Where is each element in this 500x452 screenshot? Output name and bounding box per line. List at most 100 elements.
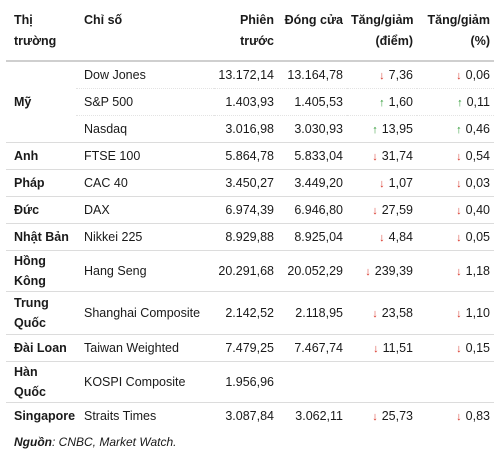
arrow-down-icon: ↓ <box>372 308 378 320</box>
header-prev-session-line2: trước <box>240 34 274 48</box>
previous-session-cell: 1.403,93 <box>214 88 278 116</box>
change-percent-cell-value: 0,54 <box>465 149 490 163</box>
change-percent-cell: ↓ 0,06 <box>417 60 494 89</box>
change-points-cell-value: 1,60 <box>388 95 413 109</box>
change-percent-cell: ↑ 0,46 <box>417 115 494 143</box>
close-cell: 20.052,29 <box>278 250 347 292</box>
header-change-percent: Tăng/giảm (%) <box>417 2 494 62</box>
change-percent-cell-value: 0,46 <box>465 122 490 136</box>
index-name-cell: Hang Seng <box>76 250 214 292</box>
arrow-down-icon: ↓ <box>456 266 462 278</box>
previous-session-cell: 1.956,96 <box>214 361 278 403</box>
change-points-cell: ↓ 1,07 <box>347 169 417 197</box>
change-points-cell: ↓ 27,59 <box>347 196 417 224</box>
change-percent-cell-value: 0,40 <box>465 203 490 217</box>
index-name-cell: S&P 500 <box>76 88 214 116</box>
change-points-cell-value: 27,59 <box>381 203 413 217</box>
country-cell: Pháp <box>6 169 76 197</box>
close-cell: 13.164,78 <box>278 60 347 89</box>
previous-session-cell: 3.016,98 <box>214 115 278 143</box>
table-row: Anh FTSE 100 5.864,78 5.833,04 ↓ 31,74 ↓ 0,54 <box>6 142 494 170</box>
previous-session-cell: 3.450,27 <box>214 169 278 197</box>
close-cell: 3.030,93 <box>278 115 347 143</box>
change-points-cell: ↓ 7,36 <box>347 60 417 89</box>
change-percent-cell-value: 0,15 <box>465 341 490 355</box>
change-percent-cell-value: 0,11 <box>466 95 490 109</box>
arrow-down-icon: ↓ <box>379 232 385 244</box>
index-name-cell: Dow Jones <box>76 60 214 89</box>
table-row: Nhật Bản Nikkei 225 8.929,88 8.925,04 ↓ 4,84 ↓… <box>6 223 494 251</box>
country-cell: Hồng Kông <box>6 250 76 292</box>
market-index-table: Thị trường Chỉ số Phiên trước Đóng cửa T… <box>6 2 494 429</box>
change-percent-cell: ↓ 0,83 <box>417 402 494 429</box>
arrow-down-icon: ↓ <box>456 151 462 163</box>
table-row: Nasdaq 3.016,98 3.030,93 ↑ 13,95 ↑ 0,46 <box>6 115 494 143</box>
country-cell: Mỹ <box>6 60 76 143</box>
change-points-cell-value: 25,73 <box>381 409 413 423</box>
previous-session-cell: 8.929,88 <box>214 223 278 251</box>
country-cell: Nhật Bản <box>6 223 76 251</box>
header-change-points: Tăng/giảm (điểm) <box>347 2 417 62</box>
country-cell: Anh <box>6 142 76 170</box>
table-row: Đức DAX 6.974,39 6.946,80 ↓ 27,59 ↓ 0,40 <box>6 196 494 224</box>
change-points-cell-value: 7,36 <box>388 68 413 82</box>
previous-session-cell: 7.479,25 <box>214 334 278 362</box>
arrow-up-icon: ↑ <box>457 97 463 109</box>
close-cell: 3.449,20 <box>278 169 347 197</box>
country-cell: Hàn Quốc <box>6 361 76 403</box>
country-cell: Đài Loan <box>6 334 76 362</box>
table-row: Pháp CAC 40 3.450,27 3.449,20 ↓ 1,07 ↓ 0,03 <box>6 169 494 197</box>
change-points-cell-value: 239,39 <box>374 264 413 278</box>
close-cell: 7.467,74 <box>278 334 347 362</box>
table-header: Thị trường Chỉ số Phiên trước Đóng cửa T… <box>6 2 494 62</box>
arrow-down-icon: ↓ <box>373 343 379 355</box>
table-row: Hồng Kông Hang Seng 20.291,68 20.052,29 ↓ 239… <box>6 250 494 292</box>
source-note: Nguồn: CNBC, Market Watch. <box>6 435 496 449</box>
arrow-down-icon: ↓ <box>456 232 462 244</box>
header-prev-session: Phiên trước <box>214 2 278 62</box>
source-label: Nguồn <box>14 435 52 449</box>
arrow-up-icon: ↑ <box>456 124 462 136</box>
change-points-cell-value: 4,84 <box>388 230 413 244</box>
index-name-cell: CAC 40 <box>76 169 214 197</box>
arrow-down-icon: ↓ <box>372 151 378 163</box>
table-row: Singapore Straits Times 3.087,84 3.062,11 ↓ 2… <box>6 402 494 429</box>
change-percent-cell: ↓ 0,03 <box>417 169 494 197</box>
change-percent-cell: ↓ 1,18 <box>417 250 494 292</box>
change-percent-cell <box>417 361 494 403</box>
change-percent-cell-value: 1,18 <box>465 264 490 278</box>
arrow-down-icon: ↓ <box>456 70 462 82</box>
previous-session-cell: 2.142,52 <box>214 291 278 335</box>
arrow-down-icon: ↓ <box>456 343 462 355</box>
change-percent-cell: ↓ 0,05 <box>417 223 494 251</box>
close-cell: 3.062,11 <box>278 402 347 429</box>
change-points-cell-value: 13,95 <box>381 122 413 136</box>
change-percent-cell-value: 0,05 <box>465 230 490 244</box>
index-name-cell: Nikkei 225 <box>76 223 214 251</box>
change-points-cell-value: 31,74 <box>381 149 413 163</box>
header-change-percent-line1: Tăng/giảm <box>427 13 490 27</box>
change-points-cell-value: 1,07 <box>388 176 413 190</box>
arrow-up-icon: ↑ <box>379 97 385 109</box>
table-row: Mỹ Dow Jones 13.172,14 13.164,78 ↓ 7,36 ↓ 0,06 <box>6 60 494 143</box>
change-percent-cell: ↓ 0,54 <box>417 142 494 170</box>
change-percent-cell-value: 0,03 <box>465 176 490 190</box>
country-cell: Singapore <box>6 402 76 429</box>
change-points-cell-value: 23,58 <box>381 306 413 320</box>
header-change-percent-line2: (%) <box>470 34 490 48</box>
table-row: S&P 500 1.403,93 1.405,53 ↑ 1,60 ↑ 0,11 <box>6 88 494 116</box>
header-market: Thị trường <box>6 2 76 62</box>
index-name-cell: Shanghai Composite <box>76 291 214 335</box>
index-name-cell: KOSPI Composite <box>76 361 214 403</box>
arrow-down-icon: ↓ <box>456 205 462 217</box>
header-index: Chỉ số <box>76 2 214 62</box>
index-name-cell: Nasdaq <box>76 115 214 143</box>
country-cell: Trung Quốc <box>6 291 76 335</box>
change-points-cell: ↑ 13,95 <box>347 115 417 143</box>
index-name-cell: DAX <box>76 196 214 224</box>
close-cell <box>278 361 347 403</box>
arrow-down-icon: ↓ <box>456 411 462 423</box>
table-row: Đài Loan Taiwan Weighted 7.479,25 7.467,74 ↓… <box>6 334 494 362</box>
table-row: Hàn Quốc KOSPI Composite 1.956,96 <box>6 361 494 403</box>
close-cell: 8.925,04 <box>278 223 347 251</box>
